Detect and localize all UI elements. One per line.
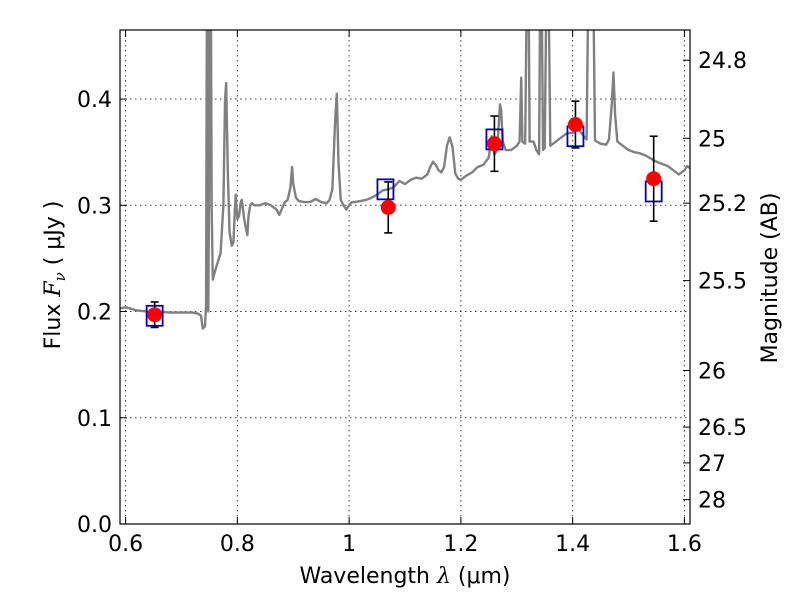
tick-marks (120, 30, 690, 525)
x-tick-label: 1.4 (555, 532, 590, 557)
y2-tick-label: 25.2 (698, 192, 747, 217)
y-axis-label: Flux Fν ( μJy ) (41, 201, 69, 350)
y2-tick-label: 26 (698, 359, 726, 384)
x-tick-label: 1.6 (667, 532, 702, 557)
y2-axis-label: Magnitude (AB) (758, 193, 783, 364)
observed-photometry-point (380, 199, 396, 215)
y2-tick-label: 25.5 (698, 270, 747, 295)
y-tick-label: 0.4 (77, 88, 112, 113)
y-tick-labels: 0.0 0.1 0.2 0.3 0.4 (77, 88, 112, 538)
y2-tick-label: 26.5 (698, 416, 747, 441)
y2-tick-label: 24.8 (698, 49, 747, 74)
x-tick-label: 1.2 (443, 532, 478, 557)
x-tick-labels: 0.6 0.8 1 1.2 1.4 1.6 (108, 532, 702, 557)
x-axis-label: Wavelength λ (μm) (299, 564, 510, 589)
x-tick-label: 1 (342, 532, 356, 557)
observed-photometry-point (486, 136, 502, 152)
y-tick-label: 0.1 (77, 407, 112, 432)
y-tick-label: 0.0 (77, 513, 112, 538)
observed-photometry-point (567, 117, 583, 133)
x-tick-label: 0.8 (220, 532, 255, 557)
y2-tick-label: 25 (698, 127, 726, 152)
y-tick-label: 0.3 (77, 194, 112, 219)
y-tick-label: 0.2 (77, 301, 112, 326)
y2-tick-labels: 24.8 25 25.2 25.5 26 26.5 27 28 (698, 49, 747, 513)
observed-photometry-point (646, 171, 662, 187)
model-photometry-square (376, 178, 395, 201)
x-tick-label: 0.6 (108, 532, 143, 557)
y2-tick-label: 28 (698, 489, 726, 514)
y2-tick-label: 27 (698, 452, 726, 477)
observed-photometry-markers (147, 117, 662, 323)
spectrum-line (120, 30, 690, 330)
plot-frame (119, 29, 691, 525)
observed-photometry-point (147, 307, 163, 323)
